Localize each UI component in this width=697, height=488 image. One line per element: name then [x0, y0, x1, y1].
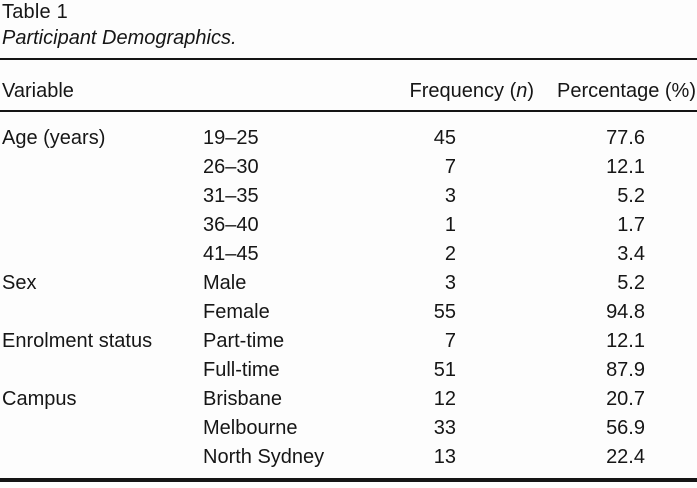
- percentage-cell: 20.7: [606, 388, 645, 410]
- percentage-cell: 87.9: [606, 359, 645, 381]
- category-cell: Melbourne: [203, 417, 298, 439]
- frequency-cell: 13: [433, 446, 456, 468]
- percentage-cell: 94.8: [606, 301, 645, 323]
- category-cell: 19–25: [203, 127, 259, 149]
- table-row: 31–35 3 5.2: [0, 182, 697, 211]
- frequency-cell: 2: [444, 243, 456, 265]
- percentage-cell: 22.4: [606, 446, 645, 468]
- frequency-label-pre: Frequency (: [409, 79, 517, 102]
- frequency-cell: 1: [444, 214, 456, 236]
- variable-group-cell: [0, 182, 203, 211]
- table-row: Enrolment status Part-time 7 12.1: [0, 327, 697, 356]
- category-cell: 41–45: [203, 243, 259, 265]
- frequency-cell: 7: [444, 156, 456, 178]
- table-row: Sex Male 3 5.2: [0, 269, 697, 298]
- frequency-cell: 55: [433, 301, 456, 323]
- category-cell: Male: [203, 272, 247, 294]
- table-row: 26–30 7 12.1: [0, 153, 697, 182]
- variable-group-cell: [0, 298, 203, 327]
- header-rule: [0, 110, 697, 112]
- table-row: North Sydney 13 22.4: [0, 443, 697, 472]
- percentage-cell: 1.7: [617, 214, 645, 236]
- table-number: Table 1: [2, 1, 68, 23]
- frequency-cell: 12: [433, 388, 456, 410]
- column-header-variable: Variable: [2, 79, 74, 102]
- variable-group-cell: Campus: [2, 388, 77, 410]
- percentage-cell: 5.2: [617, 185, 645, 207]
- percentage-cell: 56.9: [606, 417, 645, 439]
- table-row: Age (years) 19–25 45 77.6: [0, 124, 697, 153]
- category-cell: Full-time: [203, 359, 280, 381]
- table-row: Campus Brisbane 12 20.7: [0, 385, 697, 414]
- table-row: Female 55 94.8: [0, 298, 697, 327]
- variable-group-cell: Age (years): [2, 127, 106, 149]
- variable-group-cell: Enrolment status: [2, 330, 153, 352]
- table-row: 36–40 1 1.7: [0, 211, 697, 240]
- column-header-frequency: Frequency (n): [410, 80, 535, 103]
- frequency-cell: 33: [433, 417, 456, 439]
- percentage-cell: 12.1: [606, 156, 645, 178]
- frequency-cell: 3: [444, 185, 456, 207]
- table-row: Full-time 51 87.9: [0, 356, 697, 385]
- category-cell: 31–35: [203, 185, 259, 207]
- frequency-label-post: ): [527, 79, 535, 102]
- category-cell: Brisbane: [203, 388, 282, 410]
- top-rule: [0, 58, 697, 60]
- table-body: Age (years) 19–25 45 77.6 26–30 7 12.1 3…: [0, 124, 697, 472]
- frequency-cell: 3: [444, 272, 456, 294]
- variable-group-cell: [0, 153, 203, 182]
- table-caption: Participant Demographics.: [2, 27, 237, 49]
- frequency-n-symbol: n: [516, 79, 528, 102]
- frequency-cell: 7: [444, 330, 456, 352]
- bottom-rule: [0, 478, 697, 482]
- frequency-cell: 51: [433, 359, 456, 381]
- category-cell: 26–30: [203, 156, 259, 178]
- percentage-cell: 77.6: [606, 127, 645, 149]
- variable-group-cell: Sex: [2, 272, 37, 294]
- variable-group-cell: [0, 356, 203, 385]
- table-row: 41–45 2 3.4: [0, 240, 697, 269]
- column-header-percentage: Percentage (%): [557, 79, 696, 102]
- category-cell: Part-time: [203, 330, 285, 352]
- table-row: Melbourne 33 56.9: [0, 414, 697, 443]
- variable-group-cell: [0, 211, 203, 240]
- percentage-cell: 3.4: [617, 243, 645, 265]
- category-cell: 36–40: [203, 214, 259, 236]
- category-cell: North Sydney: [203, 446, 325, 468]
- percentage-cell: 5.2: [617, 272, 645, 294]
- frequency-cell: 45: [433, 127, 456, 149]
- percentage-cell: 12.1: [606, 330, 645, 352]
- category-cell: Female: [203, 301, 270, 323]
- variable-group-cell: [0, 443, 203, 472]
- variable-group-cell: [0, 240, 203, 269]
- table-header-row: Variable Frequency (n) Percentage (%): [0, 75, 697, 107]
- variable-group-cell: [0, 414, 203, 443]
